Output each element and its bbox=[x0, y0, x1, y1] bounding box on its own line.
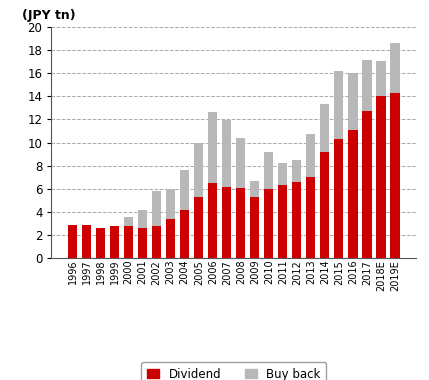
Bar bbox=[334, 139, 344, 258]
Bar bbox=[110, 226, 119, 258]
Bar bbox=[363, 111, 372, 258]
Bar bbox=[152, 226, 161, 258]
Bar bbox=[180, 170, 189, 210]
Bar bbox=[180, 210, 189, 258]
Bar bbox=[166, 189, 175, 219]
Bar bbox=[82, 225, 91, 258]
Bar bbox=[363, 60, 372, 111]
Bar bbox=[152, 191, 161, 226]
Bar bbox=[222, 120, 231, 187]
Bar bbox=[194, 142, 203, 197]
Bar bbox=[166, 219, 175, 258]
Bar bbox=[292, 160, 302, 182]
Bar bbox=[306, 135, 315, 177]
Bar bbox=[236, 138, 245, 188]
Bar bbox=[208, 112, 218, 183]
Bar bbox=[222, 187, 231, 258]
Bar bbox=[68, 225, 77, 258]
Bar bbox=[138, 228, 147, 258]
Bar bbox=[250, 181, 260, 197]
Legend: Dividend, Buy back: Dividend, Buy back bbox=[141, 362, 326, 380]
Bar bbox=[376, 96, 386, 258]
Bar bbox=[124, 226, 133, 258]
Bar bbox=[320, 152, 329, 258]
Bar bbox=[376, 61, 386, 96]
Bar bbox=[390, 93, 399, 258]
Bar bbox=[334, 71, 344, 139]
Bar bbox=[348, 73, 357, 130]
Bar bbox=[264, 189, 273, 258]
Bar bbox=[236, 188, 245, 258]
Bar bbox=[96, 228, 105, 258]
Bar bbox=[264, 152, 273, 189]
Bar bbox=[320, 104, 329, 152]
Bar bbox=[194, 197, 203, 258]
Text: (JPY tn): (JPY tn) bbox=[22, 9, 76, 22]
Bar bbox=[250, 197, 260, 258]
Bar bbox=[138, 210, 147, 228]
Bar bbox=[124, 217, 133, 226]
Bar bbox=[278, 163, 287, 185]
Bar bbox=[390, 43, 399, 93]
Bar bbox=[278, 185, 287, 258]
Bar bbox=[348, 130, 357, 258]
Bar bbox=[292, 182, 302, 258]
Bar bbox=[208, 183, 218, 258]
Bar bbox=[306, 177, 315, 258]
